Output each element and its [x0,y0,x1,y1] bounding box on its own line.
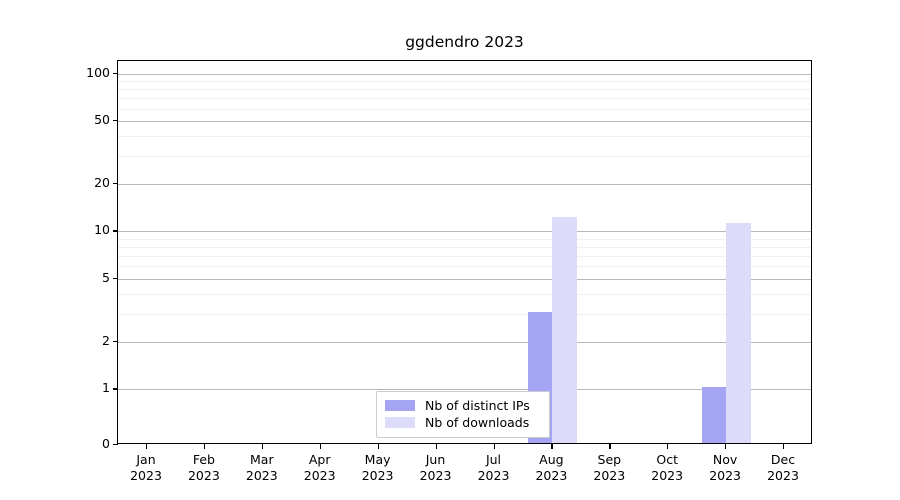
gridline-major [118,73,811,75]
gridline-minor [118,156,811,158]
gridline-minor [118,98,811,99]
y-tick-mark [113,72,118,74]
x-tick-month: Feb [192,452,215,467]
x-tick-label-dec: Dec 2023 [748,452,818,484]
x-tick-year: 2023 [477,468,510,483]
gridline-minor [118,266,811,268]
x-tick-mark [493,444,495,449]
bar-nov-downloads [726,222,751,443]
x-tick-mark [435,444,437,449]
y-tick-mark [113,340,118,343]
x-tick-mark [609,444,611,449]
y-tick-mark [113,230,118,232]
x-tick-mark [261,444,264,449]
x-tick-mark [551,444,553,449]
x-tick-label-feb: Feb 2023 [169,452,239,484]
legend-item: Nb of downloads [385,414,541,431]
legend-swatch-icon [385,400,415,411]
x-tick-month: Aug [539,452,564,467]
x-tick-label-oct: Oct 2023 [632,452,702,484]
x-tick-label-may: May 2023 [343,452,413,484]
x-tick-month: Jul [485,452,502,467]
x-tick-year: 2023 [187,468,220,483]
bar-aug-downloads [552,216,577,443]
x-tick-mark [203,444,206,449]
gridline-minor [118,314,811,315]
x-tick-mark [667,444,669,449]
gridline-major [118,389,811,391]
y-tick-label: 5 [102,269,110,285]
x-tick-month: May [364,452,391,467]
chart-legend: Nb of distinct IPs Nb of downloads [376,391,550,438]
x-tick-label-jul: Jul 2023 [459,452,529,484]
gridline-major [118,121,811,122]
x-tick-year: 2023 [130,468,162,483]
gridline-minor [118,88,811,90]
gridline-major [118,231,811,233]
legend-label: Nb of downloads [425,415,530,430]
y-tick-mark [113,182,118,185]
plot-area [117,60,812,444]
x-tick-year: 2023 [535,468,568,483]
y-tick-label: 100 [86,64,110,80]
legend-item: Nb of distinct IPs [385,397,541,414]
y-tick-label: 10 [94,222,110,238]
y-tick-label: 0 [102,436,110,451]
x-tick-year: 2023 [419,468,452,483]
y-tick-label: 2 [102,332,110,348]
y-axis-tick-labels: 0 1 2 5 10 20 50 100 [75,60,110,450]
legend-label: Nb of distinct IPs [425,398,530,413]
x-tick-label-mar: Mar 2023 [227,452,297,484]
y-tick-mark [113,388,118,390]
gridline-major [118,183,811,185]
x-tick-month: Dec [770,452,796,467]
x-tick-year: 2023 [245,468,278,483]
x-tick-month: Nov [712,452,738,467]
x-tick-mark [725,444,727,449]
x-tick-year: 2023 [361,468,394,483]
x-tick-month: Jun [425,452,446,467]
x-tick-mark [783,444,785,449]
x-tick-year: 2023 [767,468,799,483]
x-tick-month: Apr [308,452,331,467]
gridline-minor [118,238,811,240]
x-tick-year: 2023 [709,468,741,483]
x-tick-label-jan: Jan 2023 [111,452,181,484]
x-tick-label-sep: Sep 2023 [574,452,644,484]
legend-swatch-icon [385,417,415,428]
gridline-minor [118,246,811,248]
gridline-major [118,278,811,280]
y-tick-label: 20 [94,174,110,190]
gridline-minor [118,80,811,82]
x-tick-month: Oct [656,452,678,467]
bar-nov-distinct-ips [701,387,727,443]
gridline-minor [118,255,811,257]
gridline-major [118,341,811,343]
x-tick-year: 2023 [593,468,626,483]
y-tick-mark [113,120,118,122]
y-tick-mark [113,444,118,446]
x-tick-year: 2023 [303,468,336,483]
chart-title: ggdendro 2023 [405,33,524,51]
x-tick-month: Mar [250,452,274,467]
y-tick-label: 1 [102,380,110,396]
x-tick-month: Sep [597,452,622,467]
gridline-minor [118,294,811,296]
gridline-minor [118,108,811,110]
x-tick-mark [146,444,148,449]
y-tick-label: 50 [94,112,110,127]
y-tick-mark [113,277,118,280]
x-tick-label-jun: Jun 2023 [401,452,471,484]
gridline-minor [118,136,811,138]
x-tick-year: 2023 [651,468,684,483]
x-tick-label-apr: Apr 2023 [285,452,355,484]
x-tick-label-nov: Nov 2023 [690,452,760,484]
x-tick-mark [377,444,379,449]
x-tick-month: Jan [136,452,156,467]
x-tick-label-aug: Aug 2023 [516,452,586,484]
x-tick-mark [319,444,321,449]
